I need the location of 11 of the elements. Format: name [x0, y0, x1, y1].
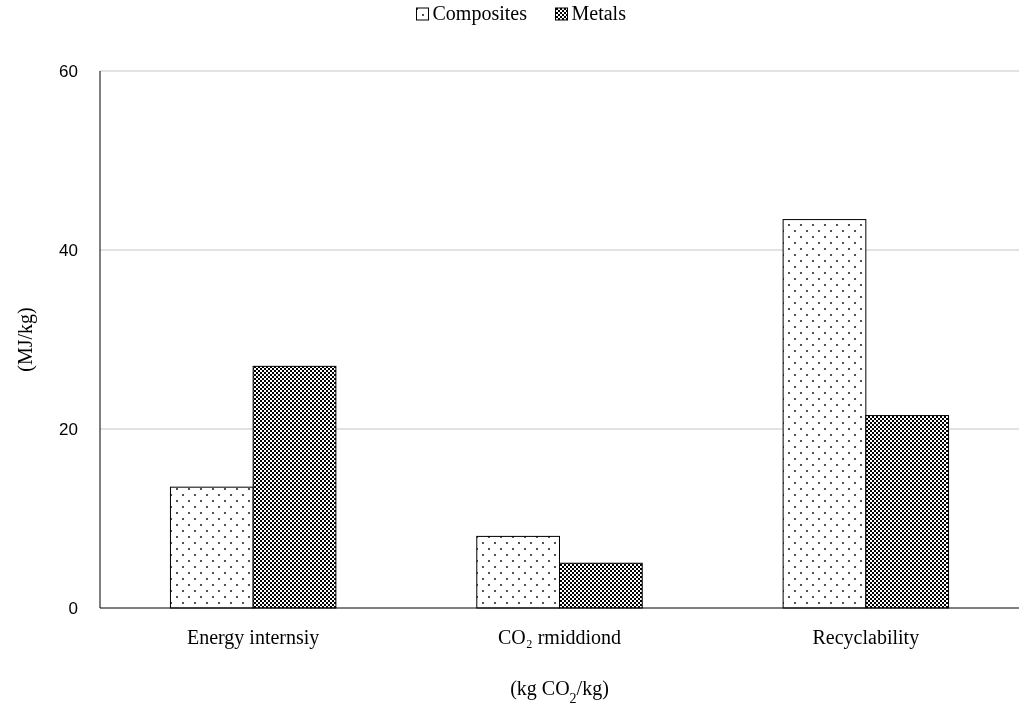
legend-label: Composites [432, 2, 528, 25]
y-tick-label: 40 [59, 240, 78, 260]
y-tick-label: 60 [59, 61, 78, 81]
x-axis-title: (kg CO$_{2}$/kg) [510, 677, 609, 706]
y-axis-title: (MJ/kg) [14, 307, 37, 372]
x-tick-label: CO₂ rmiddiond [497, 626, 622, 648]
legend-label: Metals [571, 2, 627, 24]
x-tick-label: Recyclability [812, 626, 920, 649]
x-tick-label: Energy internsiy [186, 626, 320, 649]
y-tick-label: 0 [68, 598, 78, 618]
y-tick-label: 20 [59, 419, 78, 439]
